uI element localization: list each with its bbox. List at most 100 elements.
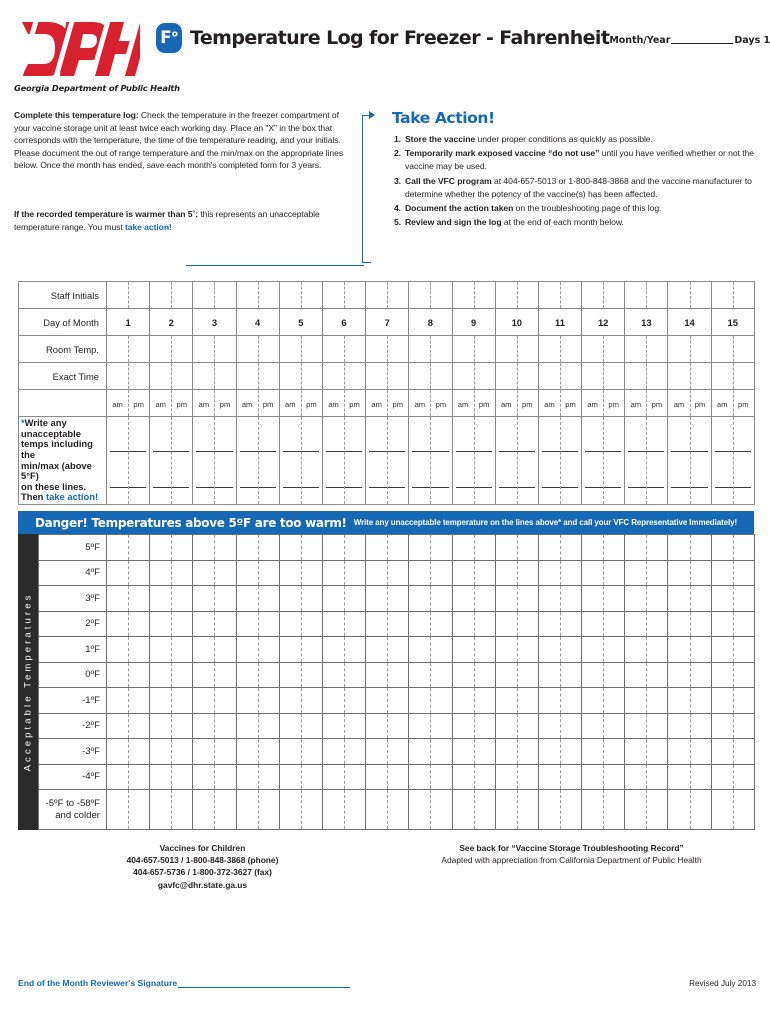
temperature-mark-cell[interactable]: [321, 661, 367, 688]
room-temp-cell[interactable]: [192, 335, 237, 363]
unacceptable-temp-write-cell[interactable]: [408, 416, 453, 505]
temperature-mark-cell[interactable]: [581, 534, 626, 561]
temperature-mark-cell[interactable]: [278, 789, 323, 830]
temperature-mark-cell[interactable]: [581, 585, 626, 612]
staff-initials-cell[interactable]: [149, 281, 194, 309]
temperature-mark-cell[interactable]: [192, 738, 237, 765]
room-temp-cell[interactable]: [581, 335, 626, 363]
exact-time-cell[interactable]: [321, 362, 367, 390]
exact-time-cell[interactable]: [278, 362, 323, 390]
temperature-mark-cell[interactable]: [278, 636, 323, 663]
temperature-mark-cell[interactable]: [365, 763, 410, 790]
temperature-mark-cell[interactable]: [278, 712, 323, 739]
temperature-mark-cell[interactable]: [105, 738, 151, 765]
temperature-mark-cell[interactable]: [235, 585, 280, 612]
temperature-mark-cell[interactable]: [321, 559, 367, 586]
temperature-mark-cell[interactable]: [192, 610, 237, 637]
temperature-mark-cell[interactable]: [494, 610, 539, 637]
temperature-mark-cell[interactable]: [494, 738, 539, 765]
temperature-mark-cell[interactable]: [235, 534, 280, 561]
temperature-mark-cell[interactable]: [624, 712, 669, 739]
temperature-mark-cell[interactable]: [494, 559, 539, 586]
temperature-mark-cell[interactable]: [235, 661, 280, 688]
room-temp-cell[interactable]: [667, 335, 712, 363]
temperature-mark-cell[interactable]: [451, 712, 496, 739]
room-temp-cell[interactable]: [710, 335, 755, 363]
exact-time-cell[interactable]: [581, 362, 626, 390]
temperature-mark-cell[interactable]: [365, 559, 410, 586]
temperature-mark-cell[interactable]: [710, 789, 755, 830]
exact-time-cell[interactable]: [149, 362, 194, 390]
temperature-mark-cell[interactable]: [105, 687, 151, 714]
temperature-mark-cell[interactable]: [365, 661, 410, 688]
signature-input-line[interactable]: [178, 978, 351, 988]
temperature-mark-cell[interactable]: [710, 534, 755, 561]
temperature-mark-cell[interactable]: [624, 610, 669, 637]
temperature-mark-cell[interactable]: [537, 610, 583, 637]
unacceptable-temp-write-cell[interactable]: [321, 416, 367, 505]
temperature-mark-cell[interactable]: [408, 712, 453, 739]
temperature-mark-cell[interactable]: [451, 610, 496, 637]
unacceptable-temp-write-cell[interactable]: [192, 416, 237, 505]
temperature-mark-cell[interactable]: [408, 585, 453, 612]
temperature-mark-cell[interactable]: [192, 687, 237, 714]
staff-initials-cell[interactable]: [581, 281, 626, 309]
temperature-mark-cell[interactable]: [494, 585, 539, 612]
exact-time-cell[interactable]: [710, 362, 755, 390]
exact-time-cell[interactable]: [494, 362, 539, 390]
temperature-mark-cell[interactable]: [451, 738, 496, 765]
staff-initials-cell[interactable]: [451, 281, 496, 309]
temperature-mark-cell[interactable]: [365, 687, 410, 714]
room-temp-cell[interactable]: [537, 335, 583, 363]
temperature-mark-cell[interactable]: [537, 712, 583, 739]
unacceptable-temp-write-cell[interactable]: [235, 416, 280, 505]
temperature-mark-cell[interactable]: [149, 534, 194, 561]
exact-time-cell[interactable]: [235, 362, 280, 390]
staff-initials-cell[interactable]: [710, 281, 755, 309]
temperature-mark-cell[interactable]: [710, 559, 755, 586]
temperature-mark-cell[interactable]: [149, 610, 194, 637]
note-take-action-link[interactable]: take action!: [46, 491, 99, 503]
room-temp-cell[interactable]: [451, 335, 496, 363]
temperature-mark-cell[interactable]: [624, 789, 669, 830]
temperature-mark-cell[interactable]: [278, 738, 323, 765]
staff-initials-cell[interactable]: [192, 281, 237, 309]
temperature-mark-cell[interactable]: [235, 763, 280, 790]
unacceptable-temp-write-cell[interactable]: [710, 416, 755, 505]
temperature-mark-cell[interactable]: [235, 738, 280, 765]
acceptable-temperatures-chart[interactable]: Acceptable Temperatures 5ºF 4ºF 3ºF 2ºF 1ºF 0…: [18, 534, 755, 830]
temperature-mark-cell[interactable]: [105, 610, 151, 637]
staff-initials-cell[interactable]: [624, 281, 669, 309]
temperature-mark-cell[interactable]: [192, 661, 237, 688]
temperature-mark-cell[interactable]: [235, 687, 280, 714]
temperature-mark-cell[interactable]: [624, 738, 669, 765]
room-temp-cell[interactable]: [235, 335, 280, 363]
temperature-mark-cell[interactable]: [624, 585, 669, 612]
staff-initials-cell[interactable]: [408, 281, 453, 309]
room-temp-cell[interactable]: [494, 335, 539, 363]
temperature-mark-cell[interactable]: [149, 559, 194, 586]
temperature-mark-cell[interactable]: [667, 534, 712, 561]
temperature-mark-cell[interactable]: [235, 712, 280, 739]
temperature-mark-cell[interactable]: [710, 738, 755, 765]
unacceptable-temp-write-cell[interactable]: [149, 416, 194, 505]
temperature-mark-cell[interactable]: [624, 559, 669, 586]
room-temp-cell[interactable]: [408, 335, 453, 363]
exact-time-cell[interactable]: [105, 362, 151, 390]
unacceptable-temp-write-cell[interactable]: [105, 416, 151, 505]
temperature-mark-cell[interactable]: [494, 712, 539, 739]
temperature-mark-cell[interactable]: [494, 661, 539, 688]
temperature-mark-cell[interactable]: [321, 763, 367, 790]
temperature-mark-cell[interactable]: [581, 687, 626, 714]
staff-initials-cell[interactable]: [278, 281, 323, 309]
temperature-mark-cell[interactable]: [581, 610, 626, 637]
temperature-mark-cell[interactable]: [149, 661, 194, 688]
room-temp-cell[interactable]: [365, 335, 410, 363]
temperature-mark-cell[interactable]: [365, 712, 410, 739]
temperature-mark-cell[interactable]: [581, 712, 626, 739]
staff-initials-cell[interactable]: [105, 281, 151, 309]
temperature-mark-cell[interactable]: [451, 636, 496, 663]
room-temp-cell[interactable]: [105, 335, 151, 363]
temperature-mark-cell[interactable]: [408, 687, 453, 714]
temperature-mark-cell[interactable]: [451, 559, 496, 586]
